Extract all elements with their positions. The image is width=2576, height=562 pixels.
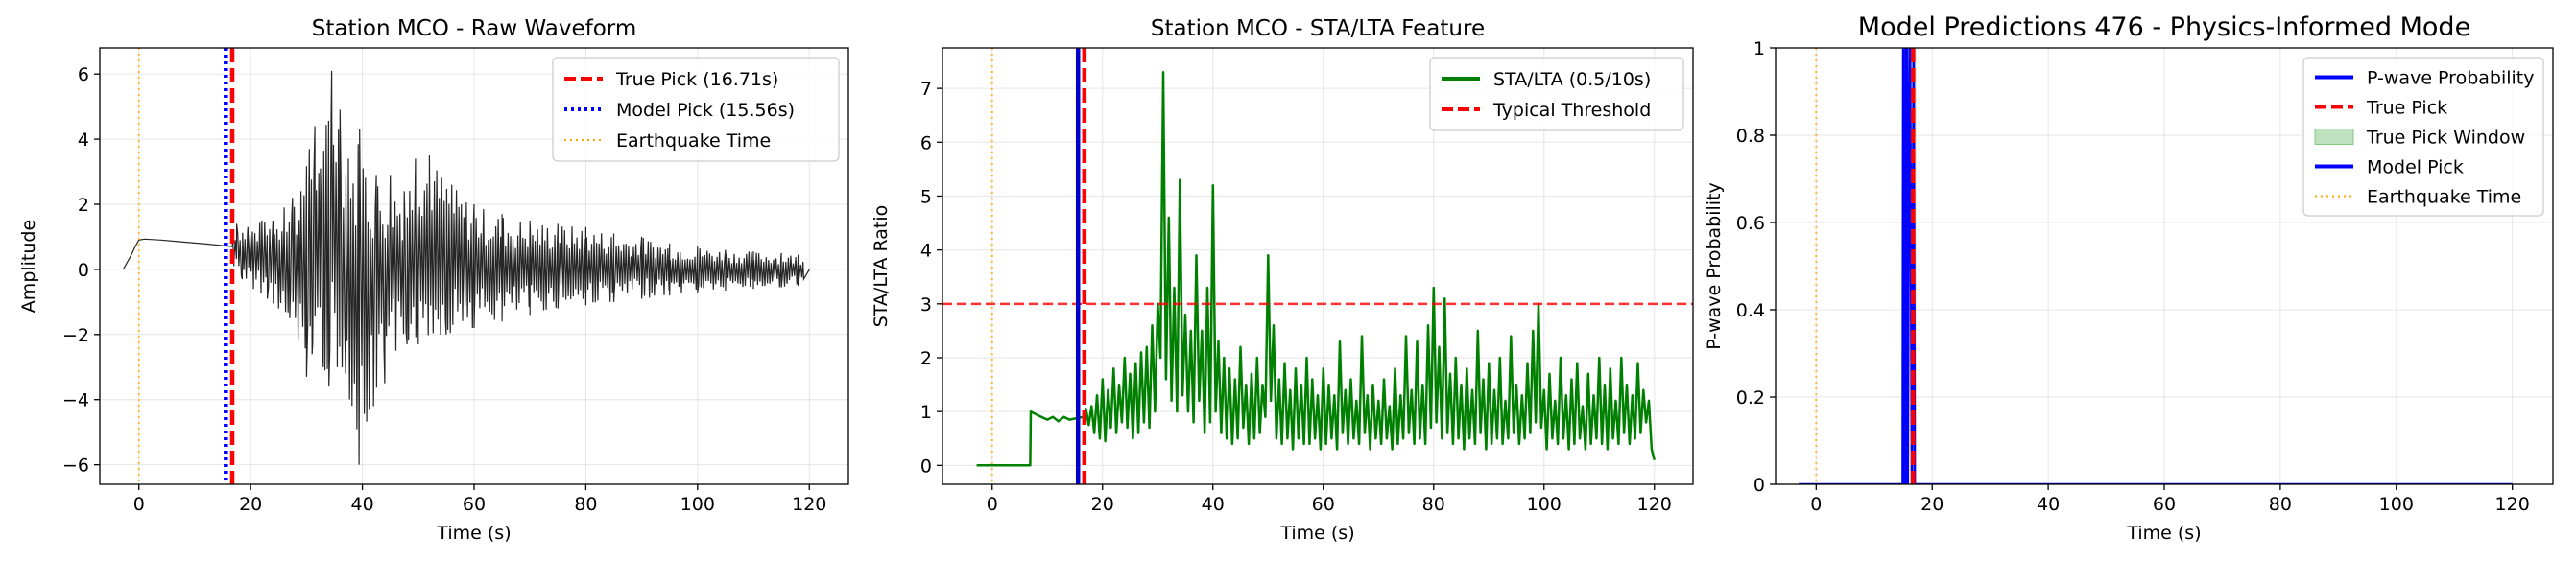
x-tick-label-5: 100 <box>2379 494 2414 515</box>
y-tick-label-1: −4 <box>62 390 89 411</box>
x-tick-label-5: 100 <box>680 494 715 515</box>
y-tick-label-2: 0.4 <box>1736 300 1765 321</box>
series-line-0 <box>976 71 1657 467</box>
y-tick-label-7: 7 <box>920 79 932 100</box>
y-tick-label-5: 5 <box>920 186 932 207</box>
x-tick-label-1: 20 <box>239 494 262 515</box>
y-tick-label-0: −6 <box>62 456 89 477</box>
legend-label-4: Earthquake Time <box>2367 187 2521 208</box>
plot-area <box>1799 48 2513 484</box>
x-tick-label-5: 100 <box>1527 494 1562 515</box>
chart-title: Model Predictions 476 - Physics-Informed… <box>1858 12 2470 42</box>
legend-label-1: True Pick <box>2366 98 2447 119</box>
x-tick-label-6: 120 <box>792 494 826 515</box>
y-axis-label: Amplitude <box>18 220 39 313</box>
legend-frame <box>2302 57 2544 217</box>
x-tick-label-3: 60 <box>2153 494 2176 515</box>
legend-label-2: True Pick Window <box>2366 128 2525 149</box>
legend-swatch-2 <box>2314 129 2354 145</box>
y-tick-label-2: 2 <box>920 348 932 369</box>
x-tick-label-4: 80 <box>2269 494 2292 515</box>
y-tick-label-1: 1 <box>920 402 932 423</box>
axes-frame <box>942 47 1694 485</box>
chart-title: Station MCO - STA/LTA Feature <box>1151 16 1485 41</box>
x-tick-label-3: 60 <box>463 494 486 515</box>
y-tick-label-3: 0.6 <box>1736 213 1765 234</box>
x-tick-label-6: 120 <box>2495 494 2530 515</box>
legend-label-0: P-wave Probability <box>2367 68 2535 89</box>
x-axis-label: Time (s) <box>1279 523 1354 544</box>
legend-label-1: Typical Threshold <box>1492 100 1651 121</box>
x-tick-label-0: 0 <box>987 494 998 515</box>
x-axis-label: Time (s) <box>2126 523 2201 544</box>
plot-area <box>122 48 810 484</box>
y-tick-label-1: 0.2 <box>1736 387 1765 409</box>
x-tick-label-4: 80 <box>574 494 597 515</box>
legend: STA/LTA (0.5/10s) Typical Threshold <box>1429 57 1684 131</box>
plot-area <box>942 48 1693 484</box>
y-tick-label-5: 4 <box>78 129 89 151</box>
legend: True Pick (16.71s) Model Pick (15.56s) Ear… <box>552 57 840 162</box>
x-tick-label-2: 40 <box>1202 494 1225 515</box>
x-tick-label-0: 0 <box>133 494 145 515</box>
x-tick-label-0: 0 <box>1810 494 1822 515</box>
chart-panel-2: 0 20 40 60 80 100 120 0 1 2 3 4 5 6 7 Station MCO - STA… <box>871 16 1694 544</box>
y-tick-label-6: 6 <box>78 64 89 85</box>
y-tick-label-4: 4 <box>920 241 932 262</box>
y-axis-label: P-wave Probability <box>1704 182 1725 350</box>
x-tick-label-6: 120 <box>1637 494 1672 515</box>
x-tick-label-4: 80 <box>1422 494 1445 515</box>
legend-frame <box>1429 57 1684 131</box>
x-tick-label-3: 60 <box>1312 494 1335 515</box>
series-waveform-0 <box>122 70 810 465</box>
y-tick-label-4: 2 <box>78 195 89 216</box>
y-tick-label-4: 0.8 <box>1736 126 1765 147</box>
legend-frame <box>552 57 840 162</box>
y-tick-label-0: 0 <box>1753 475 1765 496</box>
legend-label-3: Model Pick <box>2367 157 2464 178</box>
y-tick-label-2: −2 <box>62 325 89 346</box>
x-tick-label-2: 40 <box>350 494 373 515</box>
chart-title: Station MCO - Raw Waveform <box>312 16 636 41</box>
y-tick-label-0: 0 <box>920 456 932 477</box>
x-axis-label: Time (s) <box>436 523 511 544</box>
y-tick-label-3: 0 <box>78 260 89 281</box>
y-axis-label: STA/LTA Ratio <box>871 205 892 328</box>
legend-label-0: True Pick (16.71s) <box>615 69 778 90</box>
legend: P-wave Probability True Pick True Pick Win… <box>2302 57 2544 217</box>
chart-panel-1: 0 20 40 60 80 100 120 −6 −4 −2 0 2 4 6 Station MCO - R… <box>18 16 849 544</box>
x-tick-label-2: 40 <box>2037 494 2060 515</box>
y-tick-label-6: 6 <box>920 132 932 153</box>
legend-label-2: Earthquake Time <box>616 130 771 152</box>
legend-label-0: STA/LTA (0.5/10s) <box>1493 69 1651 90</box>
x-tick-label-1: 20 <box>1920 494 1944 515</box>
y-tick-label-3: 3 <box>920 294 932 316</box>
chart-panel-3: 0 20 40 60 80 100 120 0 0.2 0.4 0.6 0.8 1 Model Predi… <box>1704 12 2554 544</box>
legend-label-1: Model Pick (15.56s) <box>616 100 795 121</box>
y-tick-label-5: 1 <box>1753 38 1765 59</box>
x-tick-label-1: 20 <box>1091 494 1114 515</box>
